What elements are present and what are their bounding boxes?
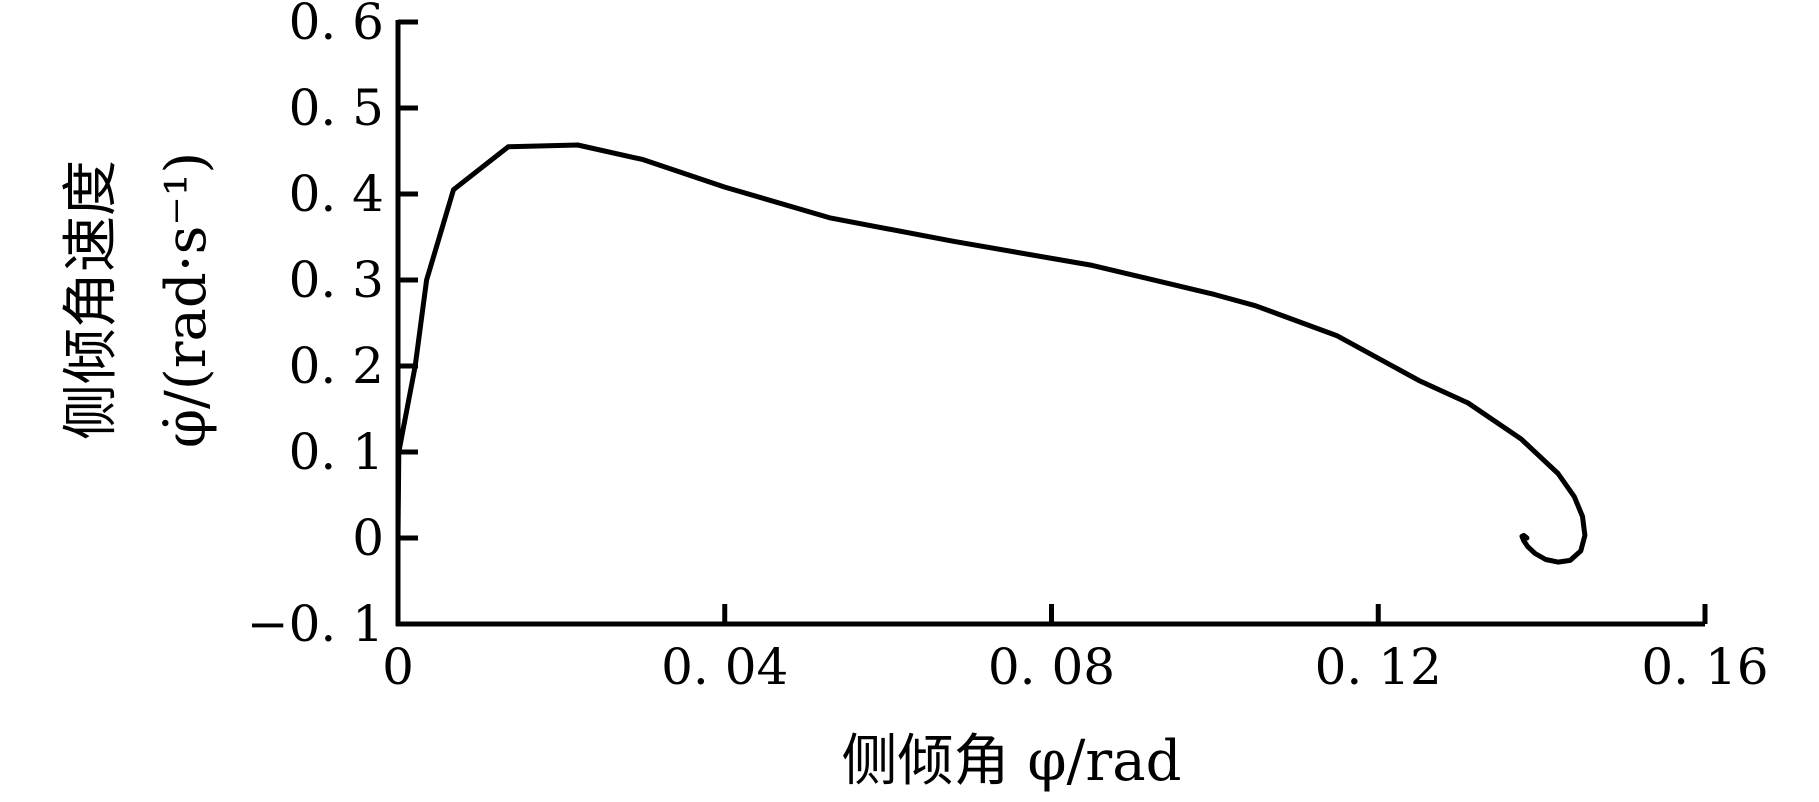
y-tick-label: 0. 5 — [289, 79, 384, 137]
x-tick-label: 0. 16 — [1641, 638, 1768, 696]
y-axis-title-line1: 侧倾角速度 — [59, 160, 124, 440]
y-tick-label: 0 — [352, 509, 384, 567]
x-tick-label: 0. 04 — [661, 638, 788, 696]
y-axis-ticks: −0. 1 0 0. 1 0. 2 0. 3 0. 4 0. 5 0. 6 — [247, 0, 418, 653]
y-tick-label: 0. 2 — [289, 337, 384, 395]
y-axis-title-line2: φ̇/(rad·s⁻¹) — [154, 152, 219, 448]
series-line-roll-phase — [395, 142, 1588, 565]
y-tick-label: −0. 1 — [247, 595, 384, 653]
y-tick-label: 0. 6 — [289, 0, 384, 51]
y-tick-label: 0. 1 — [289, 423, 384, 481]
x-tick-label: 0 — [382, 638, 414, 696]
x-axis-ticks: 0 0. 04 0. 08 0. 12 0. 16 — [382, 604, 1769, 696]
y-tick-label: 0. 3 — [289, 251, 384, 309]
x-tick-label: 0. 08 — [988, 638, 1115, 696]
x-axis-title: 侧倾角 φ/rad — [842, 729, 1182, 794]
y-tick-label: 0. 4 — [289, 165, 384, 223]
x-tick-label: 0. 12 — [1315, 638, 1442, 696]
